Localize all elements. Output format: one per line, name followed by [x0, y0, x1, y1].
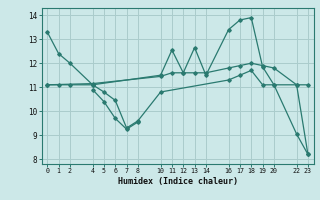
X-axis label: Humidex (Indice chaleur): Humidex (Indice chaleur) — [118, 177, 237, 186]
